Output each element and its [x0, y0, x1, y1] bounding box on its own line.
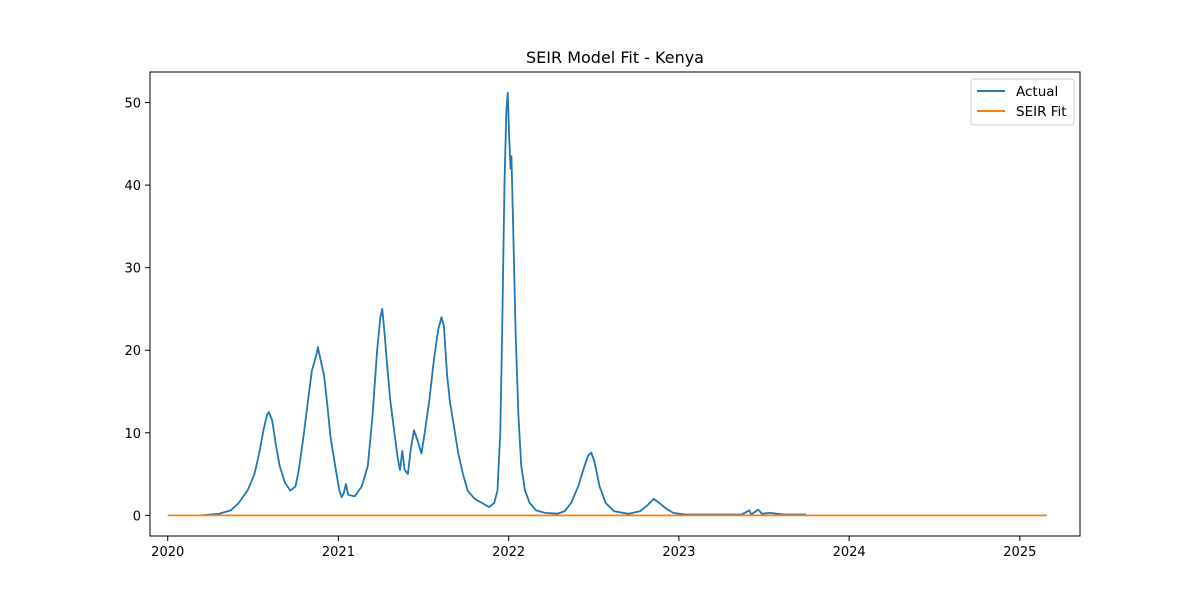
legend-label-actual: Actual	[1016, 84, 1058, 100]
x-tick-label-2024: 2024	[833, 545, 866, 560]
plot-frame	[149, 71, 1081, 537]
series-line-actual	[202, 91, 807, 517]
y-tick-label-10: 10	[124, 427, 141, 442]
series-layer	[167, 91, 1047, 517]
x-tick-label-2020: 2020	[151, 545, 184, 560]
chart-title: SEIR Model Fit - Kenya	[526, 48, 704, 67]
legend: Actual SEIR Fit	[970, 78, 1075, 126]
x-axis: 2020 2021 2022 2023 2024 2025	[151, 536, 1036, 560]
legend-label-seir-fit: SEIR Fit	[1016, 104, 1067, 120]
y-tick-label-20: 20	[124, 344, 141, 359]
x-tick-label-2021: 2021	[322, 545, 355, 560]
y-axis: 0 10 20 30 40 50	[124, 97, 150, 524]
y-tick-label-40: 40	[124, 179, 141, 194]
x-tick-label-2023: 2023	[662, 545, 695, 560]
y-tick-label-30: 30	[124, 262, 141, 277]
y-tick-label-0: 0	[133, 509, 141, 524]
x-tick-label-2025: 2025	[1003, 545, 1036, 560]
y-tick-label-50: 50	[124, 97, 141, 112]
x-tick-label-2022: 2022	[492, 545, 525, 560]
